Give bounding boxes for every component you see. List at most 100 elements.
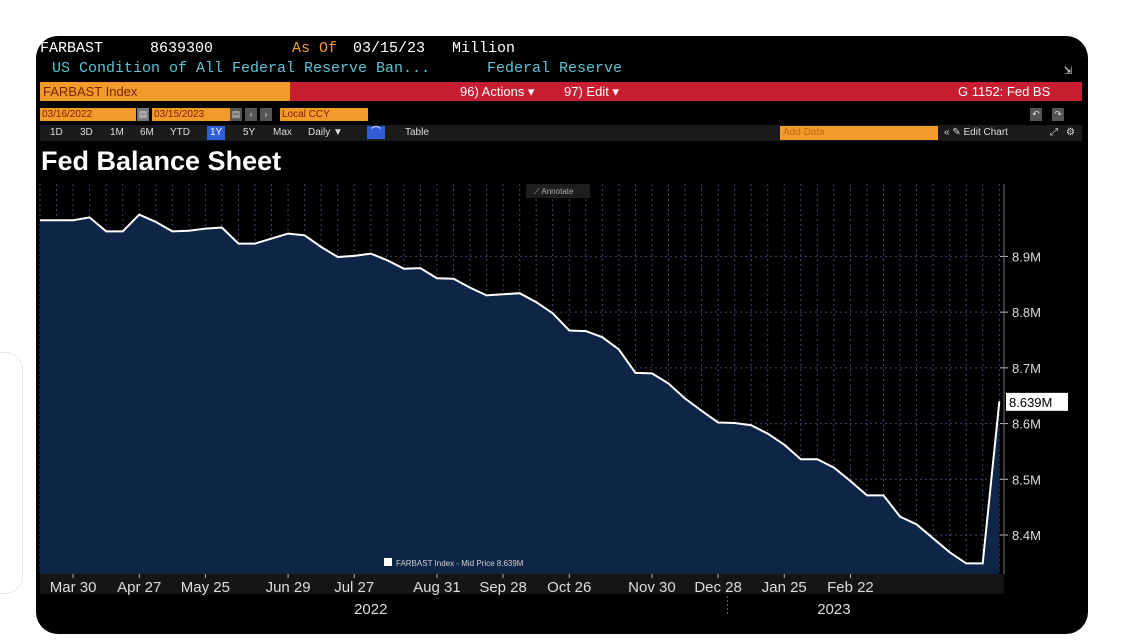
as-of-label: As Of <box>292 40 338 57</box>
date-range-row: 03/16/2022 ▤ 03/15/2023 ▤ ‹ › Local CCY … <box>40 107 1082 123</box>
data-point <box>882 494 885 497</box>
data-point <box>502 293 504 296</box>
end-date-field[interactable]: 03/15/2023 <box>152 108 232 121</box>
data-point <box>651 372 653 375</box>
range-toolbar: 1D 3D 1M 6M YTD 1Y 5Y Max Daily ▼ ⌒ Tabl… <box>40 125 1082 141</box>
tools-icon[interactable]: ⤢ <box>1050 127 1058 138</box>
range-1d[interactable]: 1D <box>50 127 63 138</box>
index-name-field[interactable]: FARBAST Index <box>40 82 290 101</box>
start-date-field[interactable]: 03/16/2022 <box>40 108 136 121</box>
data-point <box>948 551 951 554</box>
data-point <box>336 256 339 258</box>
data-point <box>750 424 752 427</box>
settings-gear-icon[interactable]: ⚙ <box>1066 127 1075 138</box>
data-point <box>105 230 107 233</box>
bloomberg-terminal-window: FARBAST 8639300 As Of 03/15/23 Million U… <box>36 36 1088 634</box>
data-point <box>403 267 405 270</box>
data-point <box>485 294 488 297</box>
table-button[interactable]: Table <box>405 127 429 138</box>
range-1m[interactable]: 1M <box>110 127 124 138</box>
data-point <box>700 410 703 412</box>
last-value: 8639300 <box>150 40 214 57</box>
data-point <box>833 466 835 469</box>
ticker-label[interactable]: FARBAST <box>40 40 104 57</box>
source-label: Federal Reserve <box>487 60 623 77</box>
data-point <box>568 329 571 332</box>
data-point <box>72 219 74 221</box>
range-5y[interactable]: 5Y <box>243 127 256 138</box>
range-ytd[interactable]: YTD <box>170 127 190 138</box>
y-axis: 8.9M 8.8M 8.7M 8.6M 8.5M 8.4M 8.639M <box>1000 184 1068 574</box>
unit-label: Million <box>452 40 516 57</box>
data-point <box>518 292 521 295</box>
last-value-box <box>1006 392 1068 411</box>
data-point <box>370 252 372 255</box>
redo-icon[interactable]: ↷ <box>1052 108 1064 121</box>
data-point <box>932 537 934 540</box>
data-point <box>585 330 587 332</box>
data-point <box>601 336 604 339</box>
x-tick-label: Jun 29 <box>266 579 311 596</box>
annotate-button[interactable]: ⟋ Annotate <box>526 184 590 198</box>
y-tick-label: 8.7M <box>1012 361 1041 376</box>
frequency-dropdown[interactable]: Daily ▼ <box>308 127 343 138</box>
expand-icon[interactable]: ⇲ <box>1064 63 1073 79</box>
x-tick-label: May 25 <box>181 579 230 596</box>
data-point <box>899 515 901 518</box>
y-tick-label: 8.4M <box>1012 528 1041 543</box>
data-point <box>551 312 554 315</box>
data-point <box>436 277 438 279</box>
x-axis: Mar 30 Apr 27 May 25 Jun 29 Jul 27 Aug 31 Sep … <box>40 574 1004 618</box>
range-1y[interactable]: 1Y <box>207 126 226 140</box>
x-tick-label: Apr 27 <box>117 579 161 596</box>
series-line <box>40 213 1001 565</box>
prev-period-icon[interactable]: ‹ <box>245 108 257 121</box>
data-point <box>155 221 157 223</box>
data-point <box>766 432 769 435</box>
actions-menu[interactable]: 96) Actions ▾ <box>460 84 535 99</box>
legend-label: FARBAST Index - Mid Price 8.639M <box>396 559 524 568</box>
data-point <box>188 230 190 232</box>
data-points <box>72 213 1001 565</box>
undo-icon[interactable]: ↶ <box>1030 108 1042 121</box>
range-6m[interactable]: 6M <box>140 127 154 138</box>
x-year-label: 2022 <box>354 601 387 618</box>
data-point <box>965 562 967 565</box>
last-value-label: 8.639M <box>1009 395 1052 410</box>
add-data-field[interactable]: Add Data <box>780 126 938 140</box>
data-point <box>469 286 471 289</box>
y-tick-label: 8.9M <box>1012 249 1041 264</box>
menu-bar: FARBAST Index 96) Actions ▾ 97) Edit ▾ G… <box>40 82 1082 101</box>
x-tick-label: Feb 22 <box>827 579 874 596</box>
end-calendar-icon[interactable]: ▤ <box>230 108 242 121</box>
data-point <box>171 230 174 233</box>
data-point <box>237 242 240 245</box>
range-3d[interactable]: 3D <box>80 127 93 138</box>
x-tick-label: Aug 31 <box>413 579 461 596</box>
data-point <box>353 255 356 257</box>
data-point <box>634 372 637 374</box>
data-point <box>800 458 802 461</box>
annotate-label[interactable]: ⟋ Annotate <box>534 187 574 196</box>
data-point <box>270 237 273 240</box>
x-tick-label: Jul 27 <box>334 579 374 596</box>
data-point <box>915 523 918 526</box>
start-calendar-icon[interactable]: ▤ <box>137 108 149 121</box>
x-tick-label: Sep 28 <box>479 579 527 596</box>
edit-chart-button[interactable]: « ✎ Edit Chart <box>944 127 1008 138</box>
data-point <box>618 348 620 351</box>
next-period-icon[interactable]: › <box>260 108 272 121</box>
data-point <box>138 213 140 216</box>
data-point <box>204 227 207 230</box>
data-point <box>733 422 736 424</box>
currency-field[interactable]: Local CCY <box>280 108 368 121</box>
data-point <box>717 421 719 424</box>
chart-type-icon[interactable]: ⌒ <box>367 126 385 139</box>
edit-menu[interactable]: 97) Edit ▾ <box>564 84 619 99</box>
range-max[interactable]: Max <box>273 127 292 138</box>
legend: FARBAST Index - Mid Price 8.639M <box>384 558 524 568</box>
y-tick-label: 8.8M <box>1012 305 1041 320</box>
x-year-label: 2023 <box>817 601 850 618</box>
graph-id: G 1152: Fed BS <box>958 84 1051 99</box>
area-fill <box>40 214 1000 574</box>
